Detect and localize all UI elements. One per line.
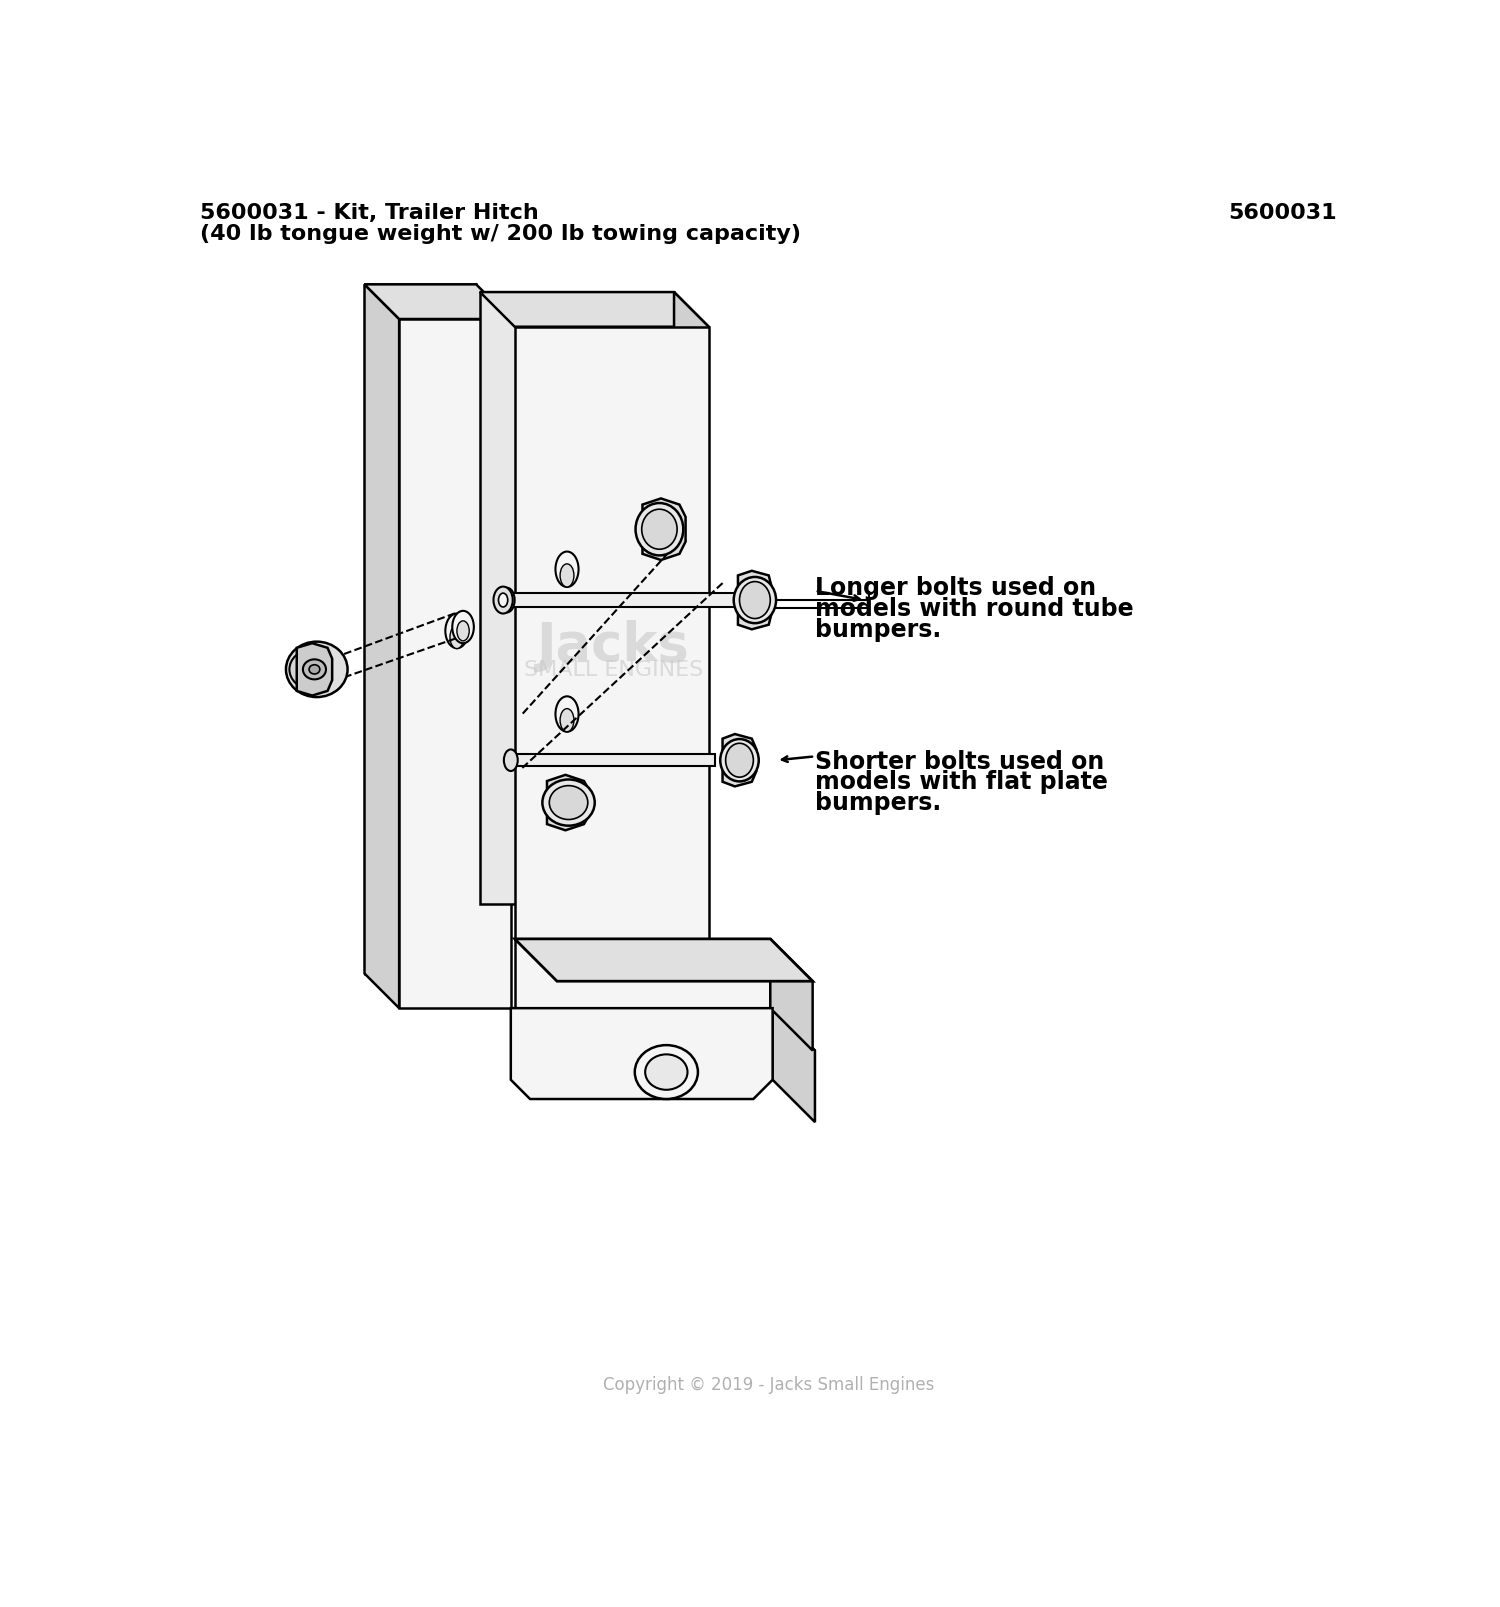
Ellipse shape xyxy=(309,665,320,675)
Polygon shape xyxy=(514,938,813,982)
Polygon shape xyxy=(512,1009,772,1099)
Polygon shape xyxy=(507,593,738,607)
Ellipse shape xyxy=(645,1054,687,1090)
Polygon shape xyxy=(364,284,512,320)
Ellipse shape xyxy=(555,697,579,733)
Ellipse shape xyxy=(726,744,753,778)
Text: SMALL ENGINES: SMALL ENGINES xyxy=(524,660,704,680)
Polygon shape xyxy=(480,292,674,905)
Text: Longer bolts used on: Longer bolts used on xyxy=(815,575,1096,599)
Ellipse shape xyxy=(560,564,574,588)
Ellipse shape xyxy=(543,779,594,826)
Polygon shape xyxy=(364,284,476,974)
Polygon shape xyxy=(512,1009,814,1051)
Ellipse shape xyxy=(494,587,513,614)
Polygon shape xyxy=(642,500,686,561)
Ellipse shape xyxy=(504,750,518,771)
Ellipse shape xyxy=(453,611,474,644)
Polygon shape xyxy=(514,1009,813,1051)
Text: 5600031: 5600031 xyxy=(1228,202,1336,223)
Text: Copyright © 2019 - Jacks Small Engines: Copyright © 2019 - Jacks Small Engines xyxy=(603,1376,934,1393)
Ellipse shape xyxy=(303,660,326,680)
Ellipse shape xyxy=(290,651,332,689)
Ellipse shape xyxy=(446,614,468,649)
Ellipse shape xyxy=(634,1046,698,1099)
Polygon shape xyxy=(297,644,332,696)
Text: bumpers.: bumpers. xyxy=(815,617,940,641)
Polygon shape xyxy=(514,328,708,938)
Ellipse shape xyxy=(498,593,507,607)
Polygon shape xyxy=(674,292,708,938)
Text: (40 lb tongue weight w/ 200 lb towing capacity): (40 lb tongue weight w/ 200 lb towing ca… xyxy=(201,223,801,244)
Polygon shape xyxy=(399,320,512,1009)
Polygon shape xyxy=(723,734,756,787)
Polygon shape xyxy=(548,775,590,831)
Ellipse shape xyxy=(458,622,470,641)
Ellipse shape xyxy=(286,643,348,697)
Text: Jacks: Jacks xyxy=(537,619,690,672)
Text: models with flat plate: models with flat plate xyxy=(815,770,1108,794)
Polygon shape xyxy=(772,1009,814,1122)
Ellipse shape xyxy=(560,709,574,733)
Polygon shape xyxy=(480,292,708,328)
Polygon shape xyxy=(771,938,813,1051)
Ellipse shape xyxy=(549,786,588,820)
Polygon shape xyxy=(512,1009,556,1051)
Ellipse shape xyxy=(450,627,464,649)
Ellipse shape xyxy=(740,582,771,619)
Text: Shorter bolts used on: Shorter bolts used on xyxy=(815,749,1104,773)
Polygon shape xyxy=(512,755,716,767)
Ellipse shape xyxy=(555,553,579,588)
Text: 5600031 - Kit, Trailer Hitch: 5600031 - Kit, Trailer Hitch xyxy=(201,202,538,223)
Text: bumpers.: bumpers. xyxy=(815,791,940,815)
Ellipse shape xyxy=(720,739,759,783)
Ellipse shape xyxy=(636,503,684,556)
Polygon shape xyxy=(514,938,771,1009)
Polygon shape xyxy=(738,572,772,630)
Polygon shape xyxy=(364,284,399,1009)
Text: models with round tube: models with round tube xyxy=(815,596,1134,620)
Ellipse shape xyxy=(734,577,776,624)
Ellipse shape xyxy=(500,588,514,612)
Ellipse shape xyxy=(642,509,676,550)
